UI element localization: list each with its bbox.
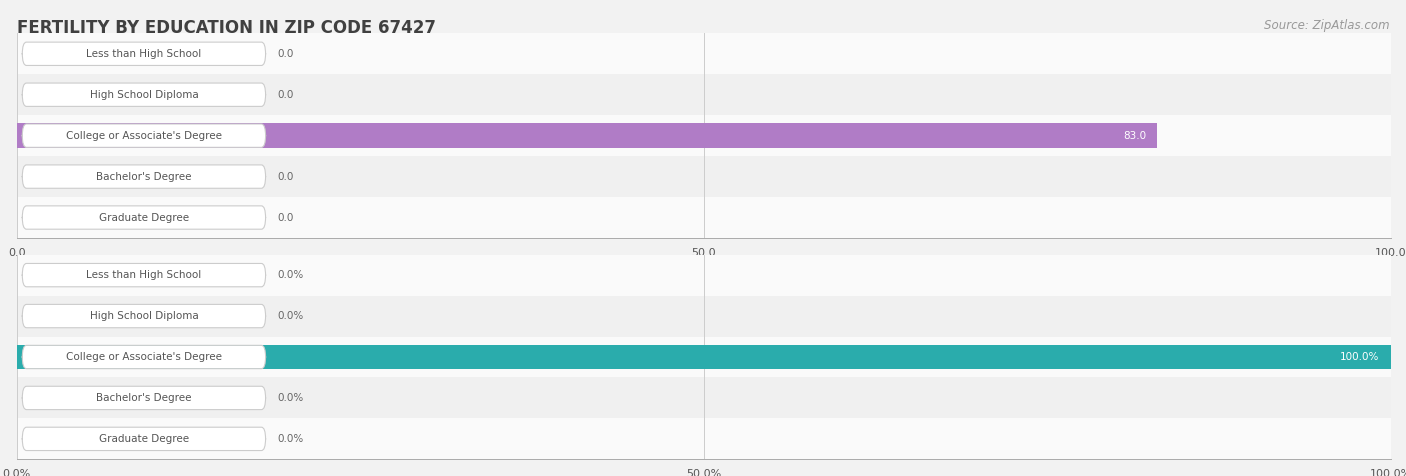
FancyBboxPatch shape <box>22 165 266 188</box>
Bar <box>17 418 1391 459</box>
Text: 0.0: 0.0 <box>278 89 294 100</box>
FancyBboxPatch shape <box>22 206 266 229</box>
Bar <box>17 296 1391 337</box>
Bar <box>17 337 1391 377</box>
Bar <box>17 377 1391 418</box>
FancyBboxPatch shape <box>22 42 266 66</box>
Bar <box>17 115 1391 156</box>
Text: 0.0%: 0.0% <box>278 270 304 280</box>
Text: 100.0%: 100.0% <box>1340 352 1379 362</box>
FancyBboxPatch shape <box>22 83 266 107</box>
Text: Less than High School: Less than High School <box>86 49 201 59</box>
Text: Graduate Degree: Graduate Degree <box>98 212 188 223</box>
FancyBboxPatch shape <box>22 427 266 451</box>
Bar <box>17 255 1391 296</box>
Text: College or Associate's Degree: College or Associate's Degree <box>66 130 222 141</box>
Text: 0.0: 0.0 <box>278 171 294 182</box>
Text: 0.0: 0.0 <box>278 49 294 59</box>
Text: Graduate Degree: Graduate Degree <box>98 434 188 444</box>
FancyBboxPatch shape <box>22 263 266 287</box>
Bar <box>17 33 1391 74</box>
Bar <box>17 74 1391 115</box>
Text: FERTILITY BY EDUCATION IN ZIP CODE 67427: FERTILITY BY EDUCATION IN ZIP CODE 67427 <box>17 19 436 37</box>
Text: High School Diploma: High School Diploma <box>90 311 198 321</box>
Text: High School Diploma: High School Diploma <box>90 89 198 100</box>
Bar <box>17 345 1391 369</box>
Text: College or Associate's Degree: College or Associate's Degree <box>66 352 222 362</box>
Text: 83.0: 83.0 <box>1123 130 1146 141</box>
Text: Less than High School: Less than High School <box>86 270 201 280</box>
Text: 0.0: 0.0 <box>278 212 294 223</box>
FancyBboxPatch shape <box>22 345 266 369</box>
Text: 0.0%: 0.0% <box>278 434 304 444</box>
Text: Bachelor's Degree: Bachelor's Degree <box>96 393 191 403</box>
Text: Source: ZipAtlas.com: Source: ZipAtlas.com <box>1264 19 1389 32</box>
FancyBboxPatch shape <box>22 304 266 328</box>
Bar <box>17 156 1391 197</box>
Text: 0.0%: 0.0% <box>278 311 304 321</box>
Bar <box>17 197 1391 238</box>
FancyBboxPatch shape <box>22 386 266 410</box>
Text: 0.0%: 0.0% <box>278 393 304 403</box>
FancyBboxPatch shape <box>22 124 266 148</box>
Bar <box>17 123 1157 148</box>
Text: Bachelor's Degree: Bachelor's Degree <box>96 171 191 182</box>
